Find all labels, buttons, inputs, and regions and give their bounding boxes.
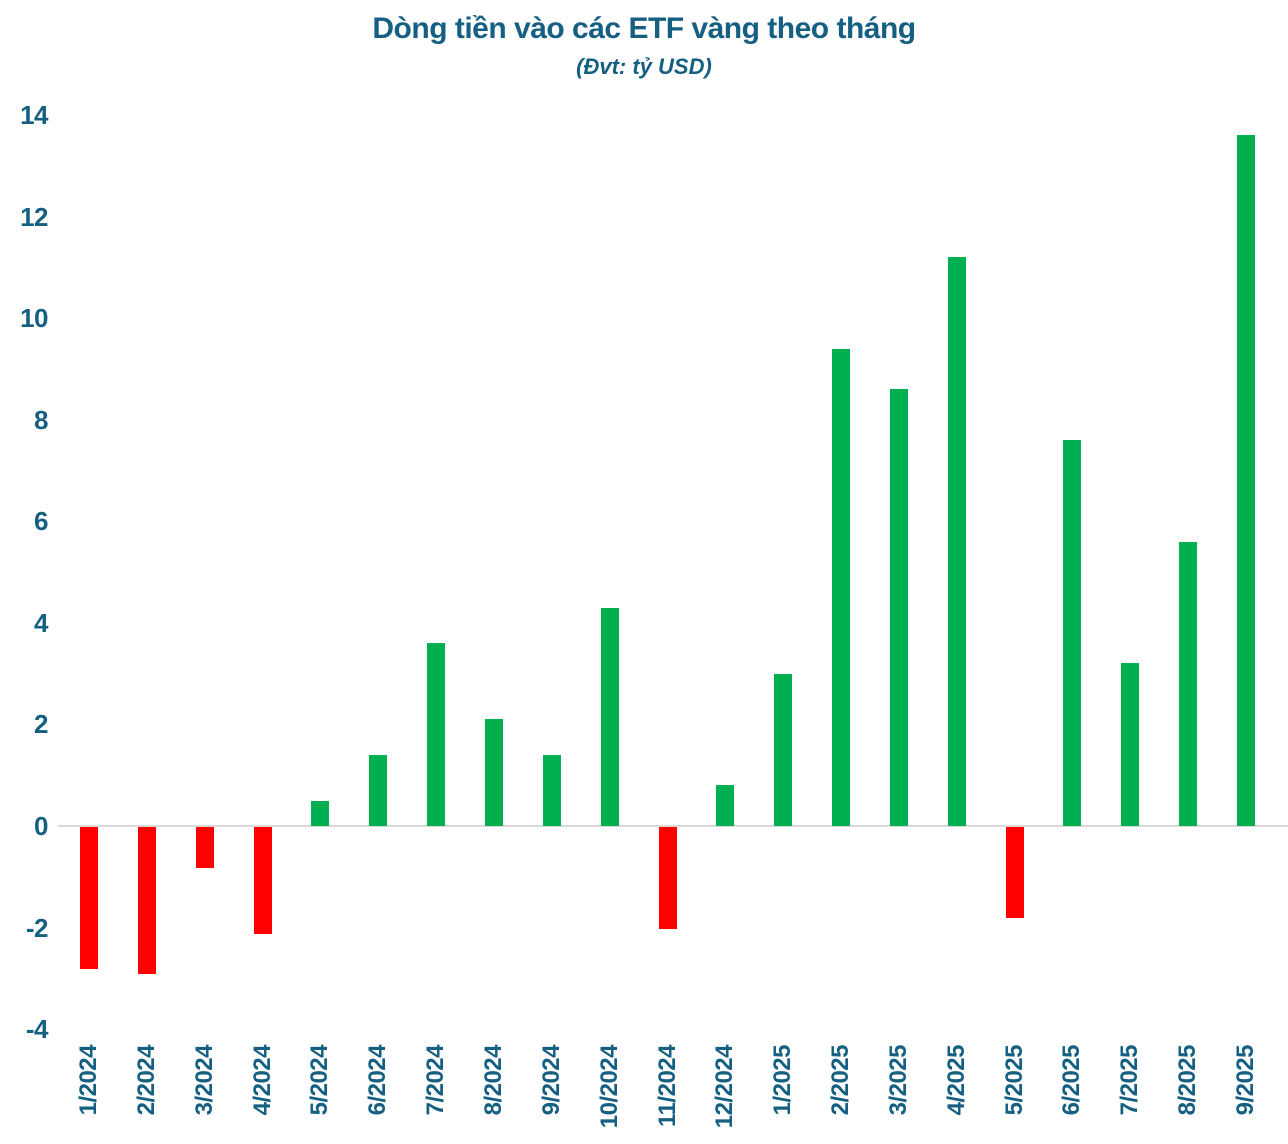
bar-7/2024 [427,643,445,826]
bar-6/2025 [1063,440,1081,826]
x-tick-label: 5/2025 [1001,1045,1028,1116]
x-tick-label: 11/2024 [654,1045,681,1127]
x-tick-label: 8/2025 [1174,1045,1201,1116]
bar-4/2024 [254,827,272,934]
bar-10/2024 [601,608,619,826]
bar-2/2024 [138,827,156,974]
x-tick-label: 1/2025 [769,1045,796,1116]
y-tick-label: 8 [34,404,48,435]
bar-1/2025 [774,674,792,826]
bar-8/2025 [1179,542,1197,826]
bar-9/2024 [543,755,561,826]
x-tick-label: 5/2024 [306,1045,333,1116]
x-tick-label: 4/2025 [943,1045,970,1116]
bar-11/2024 [659,827,677,929]
bar-7/2025 [1121,663,1139,826]
bar-2/2025 [832,349,850,826]
x-tick-label: 2/2024 [133,1045,160,1116]
chart-subtitle: (Đvt: tỷ USD) [576,54,712,79]
bar-3/2025 [890,389,908,826]
y-tick-label: -2 [25,912,49,943]
x-tick-label: 1/2024 [75,1045,102,1116]
bar-12/2024 [716,785,734,826]
x-tick-label: 2/2025 [827,1045,854,1116]
x-tick-label: 12/2024 [711,1045,738,1129]
bar-6/2024 [369,755,387,826]
y-tick-label: 10 [20,303,48,334]
x-tick-label: 9/2024 [538,1045,565,1116]
chart-title: Dòng tiền vào các ETF vàng theo tháng [372,12,916,45]
bar-5/2025 [1006,827,1024,918]
x-tick-label: 3/2025 [885,1045,912,1116]
x-tick-label: 3/2024 [191,1045,218,1116]
y-tick-label: 2 [34,709,48,740]
x-tick-label: 6/2025 [1058,1045,1085,1116]
x-tick-label: 6/2024 [364,1045,391,1116]
x-tick-label: 9/2025 [1232,1045,1259,1116]
y-tick-label: 14 [20,99,48,130]
y-tick-label: 12 [20,201,48,232]
y-tick-label: 0 [34,811,48,841]
bar-4/2025 [948,257,966,826]
y-tick-label: 6 [34,506,48,537]
x-tick-label: 4/2024 [249,1045,276,1116]
bar-3/2024 [196,827,214,868]
y-tick-label: -4 [25,1014,49,1045]
x-tick-label: 10/2024 [596,1045,623,1129]
x-tick-label: 8/2024 [480,1045,507,1116]
bar-9/2025 [1237,135,1255,826]
bar-1/2024 [80,827,98,969]
zero-gridline [58,825,1288,827]
bar-8/2024 [485,719,503,826]
x-tick-label: 7/2025 [1116,1045,1143,1116]
y-tick-label: 4 [34,607,48,638]
bar-5/2024 [311,801,329,826]
x-tick-label: 7/2024 [422,1045,449,1116]
